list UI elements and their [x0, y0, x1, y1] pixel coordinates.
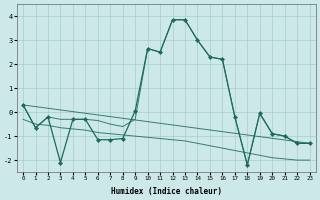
X-axis label: Humidex (Indice chaleur): Humidex (Indice chaleur): [111, 187, 222, 196]
